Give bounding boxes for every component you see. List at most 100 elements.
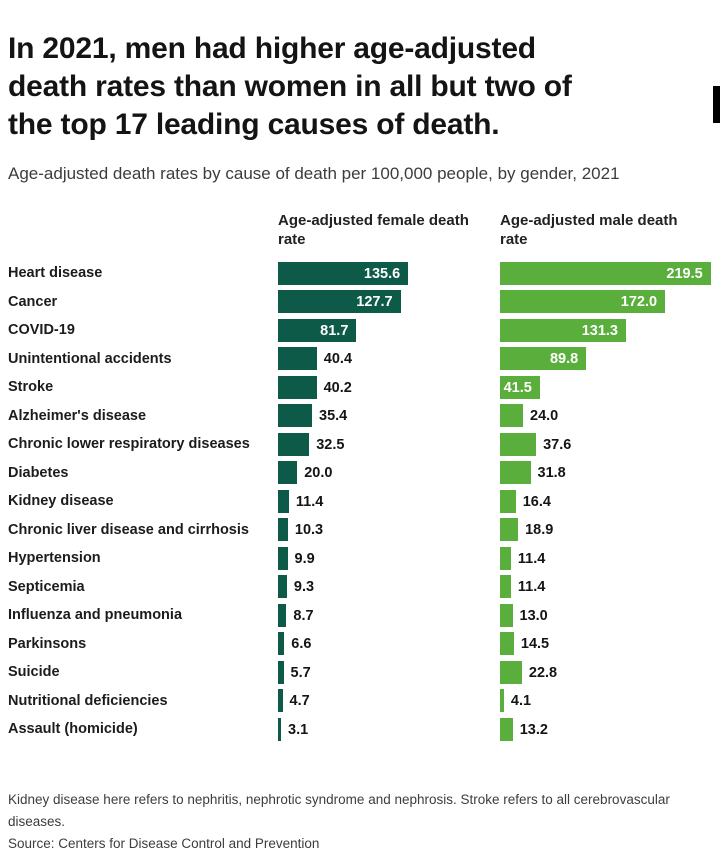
bar-cell: 16.4 (500, 489, 712, 513)
bar-value: 13.2 (519, 721, 548, 738)
bar-cell: 89.8 (500, 347, 712, 371)
chart-row: Chronic lower respiratory diseases 32.5 … (8, 430, 712, 459)
column-header-female: Age-adjusted female death rate (278, 212, 469, 248)
bar-cell: 9.3 (278, 575, 500, 599)
bar-cell: 6.6 (278, 632, 500, 656)
bar (500, 347, 587, 371)
bar (500, 404, 523, 428)
bar-value: 14.5 (520, 636, 550, 653)
bar-value: 11.4 (517, 550, 546, 567)
bar (278, 689, 283, 713)
bar (500, 575, 511, 599)
chart-row: Assault (homicide) 3.1 13.2 (8, 715, 712, 744)
bar-cell: 35.4 (278, 404, 500, 428)
bar (500, 318, 626, 342)
bar (278, 290, 401, 314)
row-label: Suicide (8, 664, 60, 681)
bar-cell: 14.5 (500, 632, 712, 656)
bar-cell: 11.4 (278, 489, 500, 513)
bar-chart: Heart disease 135.6 219.5 Cancer 127.7 1… (8, 259, 712, 744)
page-title: In 2021, men had higher age-adjusted dea… (8, 32, 572, 142)
bar (278, 575, 287, 599)
bar (500, 660, 522, 684)
bar-value: 31.8 (537, 465, 566, 482)
row-label: Influenza and pneumonia (8, 607, 183, 624)
bar-value: 40.4 (323, 351, 353, 368)
chart-row: Chronic liver disease and cirrhosis 10.3… (8, 516, 712, 545)
bar-cell: 20.0 (278, 461, 500, 485)
bar-value: 3.1 (288, 721, 309, 738)
chart-row: Unintentional accidents 40.4 89.8 (8, 345, 712, 374)
bar-value: 32.5 (316, 436, 345, 453)
chart-row: Diabetes 20.0 31.8 (8, 459, 712, 488)
bar-cell: 172.0 (500, 290, 712, 314)
bar (278, 261, 409, 285)
bar-cell: 40.2 (278, 375, 500, 399)
chart-row: Cancer 127.7 172.0 (8, 288, 712, 317)
bar-cell: 40.4 (278, 347, 500, 371)
bar (500, 290, 666, 314)
column-header-male: Age-adjusted male death rate (500, 212, 678, 248)
chart-row: Nutritional deficiencies 4.7 4.1 (8, 687, 712, 716)
chart-row: Septicemia 9.3 11.4 (8, 573, 712, 602)
bar-cell: 219.5 (500, 261, 712, 285)
row-label: COVID-19 (8, 322, 75, 339)
bar (278, 347, 317, 371)
bar (500, 546, 511, 570)
bar (278, 375, 317, 399)
bar-cell: 3.1 (278, 717, 500, 741)
chart-row: Heart disease 135.6 219.5 (8, 259, 712, 288)
bar (278, 546, 288, 570)
bar (278, 660, 284, 684)
bar-cell: 37.6 (500, 432, 712, 456)
bar-value: 22.8 (528, 664, 558, 681)
chart-footer: Kidney disease here refers to nephritis,… (8, 789, 676, 855)
bar-value: 20.0 (304, 465, 333, 482)
bar-value: 40.2 (323, 379, 352, 396)
bar-value: 18.9 (525, 522, 554, 539)
bar (278, 461, 298, 485)
bar-value: 219.5 (666, 265, 703, 282)
footnote: Kidney disease here refers to nephritis,… (8, 792, 670, 829)
bar-value: 11.4 (295, 493, 324, 510)
row-label: Parkinsons (8, 635, 87, 652)
bar-value: 172.0 (620, 294, 658, 311)
row-label: Kidney disease (8, 493, 114, 510)
row-label: Cancer (8, 293, 58, 310)
bar-value: 6.6 (291, 636, 312, 653)
bar-value: 4.1 (510, 693, 532, 710)
bar-value: 135.6 (363, 265, 401, 282)
row-label: Stroke (8, 379, 54, 396)
bar (500, 261, 711, 285)
bar (278, 518, 288, 542)
chart-row: Kidney disease 11.4 16.4 (8, 487, 712, 516)
edge-marker (713, 86, 720, 123)
bar (500, 518, 519, 542)
bar-value: 131.3 (581, 322, 618, 339)
bar-cell: 131.3 (500, 318, 712, 342)
row-label: Alzheimer's disease (8, 407, 147, 424)
chart-row: Alzheimer's disease 35.4 24.0 (8, 402, 712, 431)
bar-value: 10.3 (294, 522, 324, 539)
row-label: Chronic liver disease and cirrhosis (8, 521, 249, 538)
bar-cell: 18.9 (500, 518, 712, 542)
chart-row: Influenza and pneumonia 8.7 13.0 (8, 601, 712, 630)
chart-row: Hypertension 9.9 11.4 (8, 544, 712, 573)
bar-value: 37.6 (543, 436, 572, 453)
bar (500, 375, 540, 399)
bar-value: 8.7 (293, 607, 314, 624)
row-label: Unintentional accidents (8, 350, 172, 367)
row-label: Septicemia (8, 578, 85, 595)
row-label: Nutritional deficiencies (8, 692, 168, 709)
bar-value: 13.0 (519, 607, 548, 624)
bar-cell: 9.9 (278, 546, 500, 570)
bar-cell: 11.4 (500, 546, 712, 570)
row-label: Hypertension (8, 550, 101, 567)
row-label: Diabetes (8, 464, 69, 481)
bar-cell: 31.8 (500, 461, 712, 485)
bar-value: 11.4 (517, 579, 546, 596)
chart-row: Stroke 40.2 41.5 (8, 373, 712, 402)
bar-cell: 13.0 (500, 603, 712, 627)
row-label: Chronic lower respiratory diseases (8, 436, 250, 453)
bar (278, 432, 310, 456)
